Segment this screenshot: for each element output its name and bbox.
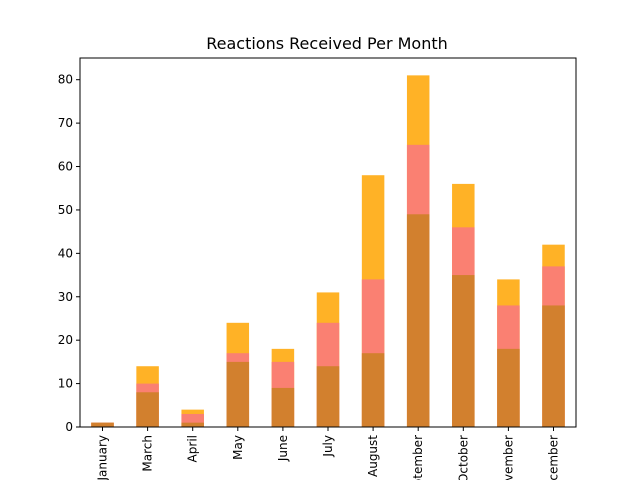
bar-series-3-august — [361, 353, 385, 427]
bars-layer — [91, 75, 565, 427]
x-tick-label: September — [411, 435, 425, 480]
bar-series-3-april — [181, 422, 204, 427]
x-tick-label: June — [276, 435, 290, 462]
x-tick-label: May — [231, 435, 245, 460]
y-tick-label: 20 — [58, 333, 73, 347]
y-tick-label: 60 — [58, 160, 73, 174]
chart-title: Reactions Received Per Month — [206, 34, 448, 53]
y-tick-label: 80 — [58, 73, 73, 87]
bar-series-3-may — [226, 361, 250, 427]
bar-series-3-december — [542, 305, 565, 427]
bar-series-3-july — [316, 366, 340, 427]
x-tick-label: August — [366, 435, 380, 477]
x-tick-label: November — [501, 435, 515, 480]
bar-series-3-january — [91, 422, 114, 427]
x-tick-label: March — [141, 435, 155, 472]
x-tick-label: April — [186, 435, 200, 462]
x-tick-label: October — [456, 435, 470, 480]
y-tick-label: 50 — [58, 203, 73, 217]
bar-series-3-september — [406, 214, 430, 427]
x-tick-label: July — [321, 435, 335, 458]
bar-series-3-june — [271, 387, 295, 427]
x-axis: January March April May June July August Septem… — [96, 427, 561, 480]
bar-series-3-march — [136, 392, 159, 427]
y-tick-label: 70 — [58, 116, 73, 130]
y-axis: 0 10 20 30 40 50 60 70 80 — [58, 73, 80, 434]
x-tick-label: December — [547, 435, 561, 480]
y-tick-label: 30 — [58, 290, 73, 304]
bar-series-3-october — [452, 275, 475, 427]
y-tick-label: 0 — [65, 420, 73, 434]
y-tick-label: 10 — [58, 377, 73, 391]
bar-series-3-november — [497, 348, 520, 427]
x-tick-label: January — [96, 435, 110, 480]
y-tick-label: 40 — [58, 246, 73, 260]
